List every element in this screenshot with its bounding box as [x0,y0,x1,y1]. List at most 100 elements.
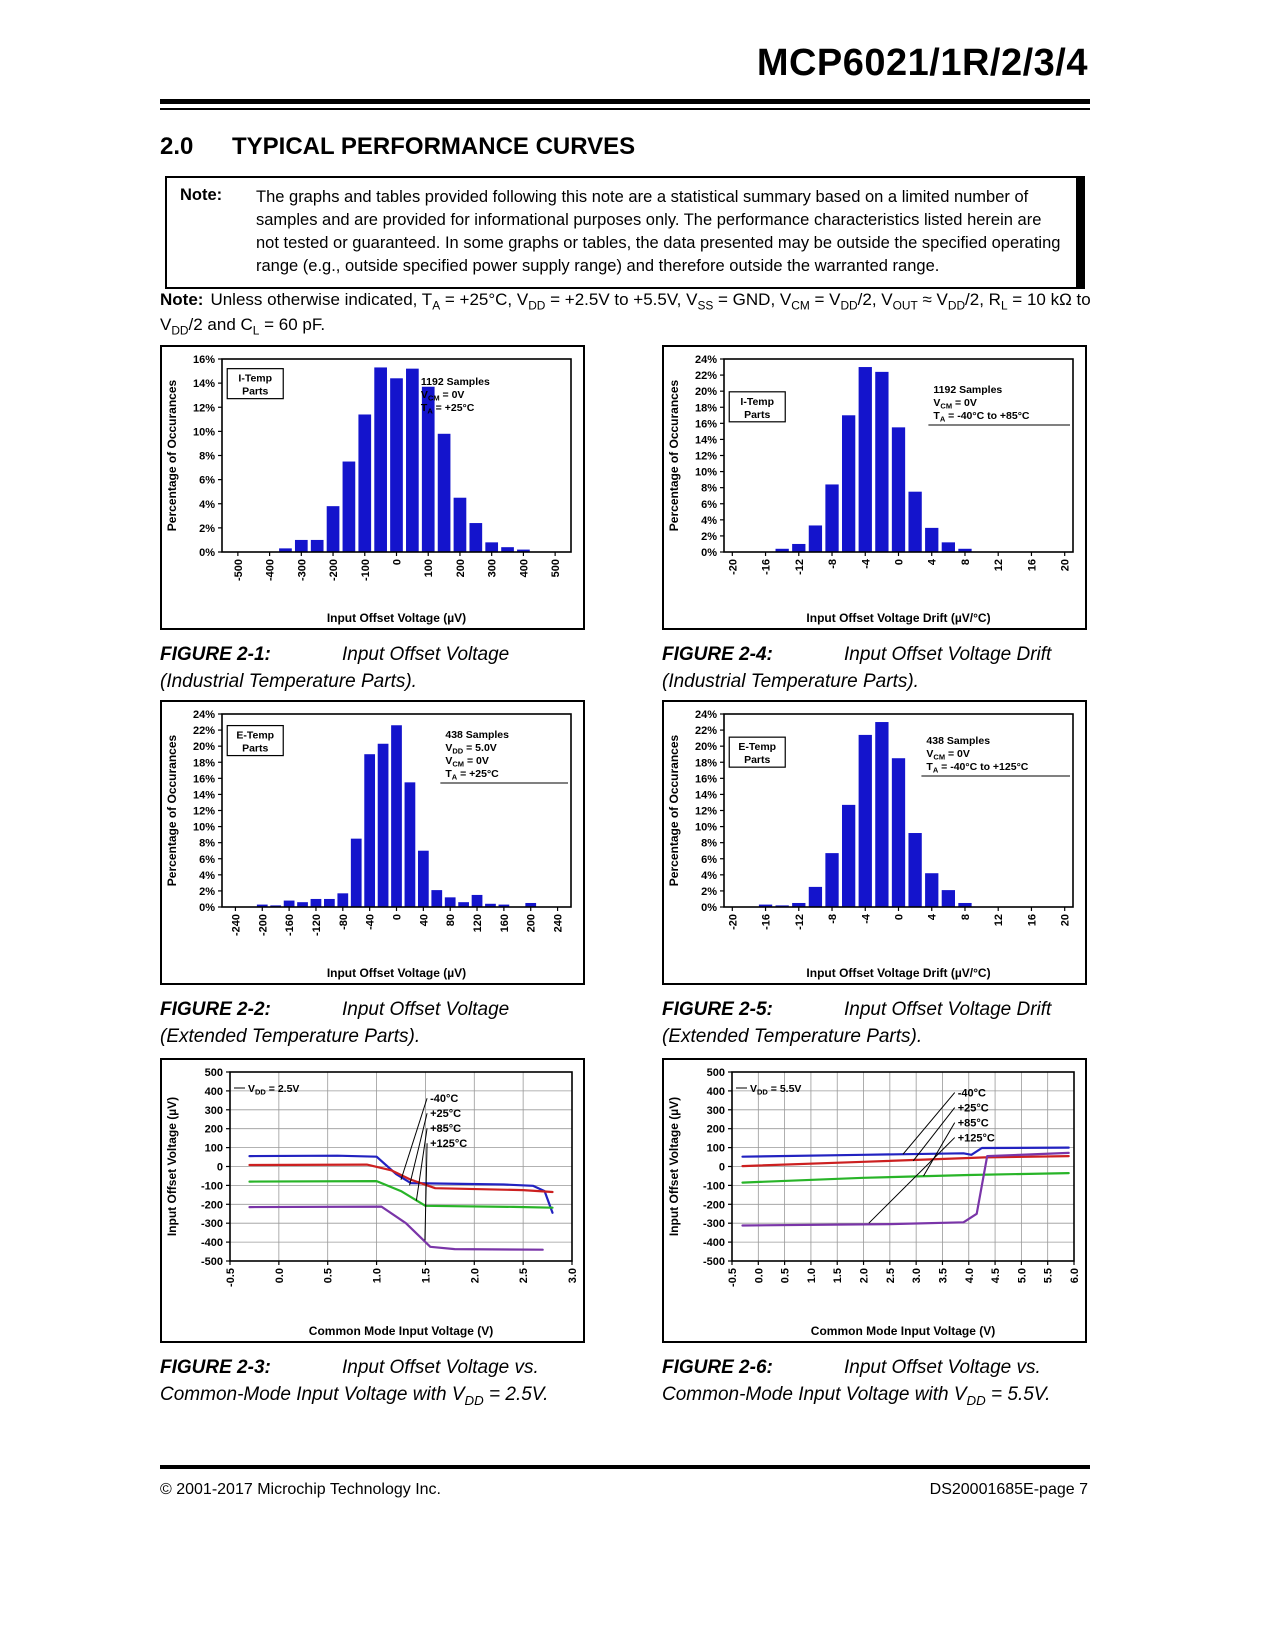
svg-text:0%: 0% [199,902,215,914]
line-chart-offset-vs-common-mode-2v5: -500 -400 -300 -200 -100 0 100 200 300 400 500 -0.5… [165,1067,579,1338]
svg-text:500: 500 [707,1067,725,1079]
svg-text:1.5: 1.5 [420,1268,432,1283]
svg-text:0: 0 [392,914,404,920]
figure-2-3: -500 -400 -300 -200 -100 0 100 200 300 400 500 -0.5… [160,1058,585,1408]
svg-text:8: 8 [960,559,972,565]
svg-text:4%: 4% [199,870,215,882]
svg-text:0: 0 [894,914,906,920]
figure-2-5-caption: FIGURE 2-5: Input Offset Voltage Drift (E… [662,996,1087,1050]
svg-text:Parts: Parts [744,754,770,766]
svg-text:Input Offset Voltage (µV): Input Offset Voltage (µV) [667,1097,681,1236]
section-heading: 2.0 TYPICAL PERFORMANCE CURVES [160,133,635,161]
histogram-input-offset-voltage-extended: 0% 2% 4% 6% 8% 10% 12% 14% 16% 18% 20% 22% 24% -240 -2… [165,709,572,980]
svg-text:4.0: 4.0 [964,1268,976,1283]
svg-text:10%: 10% [193,822,215,834]
svg-text:-16: -16 [761,559,773,575]
conditions-label: Note: [160,290,204,309]
svg-text:-8: -8 [827,559,839,569]
histogram-input-offset-drift-industrial: 0% 2% 4% 6% 8% 10% 12% 14% 16% 18% 20% 22% 24% -20 -16… [667,354,1074,625]
svg-text:4: 4 [927,558,939,565]
svg-text:-0.5: -0.5 [727,1268,739,1287]
svg-text:3.5: 3.5 [937,1268,949,1283]
figure-subtitle: (Industrial Temperature Parts). [662,671,919,692]
svg-text:-100: -100 [360,559,372,581]
svg-text:+25°C: +25°C [430,1108,461,1120]
svg-text:-200: -200 [328,559,340,581]
svg-text:16: 16 [1026,914,1038,926]
svg-text:16%: 16% [193,773,215,785]
figure-2-1-caption: FIGURE 2-1: Input Offset Voltage (Industr… [160,641,585,695]
svg-text:E-Temp: E-Temp [738,741,776,753]
svg-text:-80: -80 [338,914,350,930]
svg-text:-4: -4 [860,558,872,569]
section-number: 2.0 [160,133,194,160]
svg-text:20%: 20% [695,386,717,398]
svg-text:VCM = 0V: VCM = 0V [926,748,970,762]
svg-text:438 Samples: 438 Samples [445,729,509,741]
svg-text:-240: -240 [230,914,242,936]
figure-2-6: -500 -400 -300 -200 -100 0 100 200 300 400 500 -0.5… [662,1058,1087,1408]
svg-text:22%: 22% [695,370,717,382]
svg-text:TA = +25°C: TA = +25°C [421,402,475,416]
svg-text:2.5: 2.5 [518,1268,530,1283]
svg-text:400: 400 [518,559,530,577]
svg-text:-200: -200 [703,1199,725,1211]
figure-2-2-caption: FIGURE 2-2: Input Offset Voltage (Extende… [160,996,585,1050]
histogram-input-offset-voltage-industrial: 0% 2% 4% 6% 8% 10% 12% 14% 16% -500 -400 -300 -200 -1… [165,354,572,625]
figure-label: FIGURE 2-5: [662,999,773,1020]
svg-text:+125°C: +125°C [430,1138,467,1150]
svg-text:2.0: 2.0 [859,1268,871,1283]
document-title: MCP6021/1R/2/3/4 [756,42,1088,84]
svg-text:12: 12 [993,559,1005,571]
figure-2-1: 0% 2% 4% 6% 8% 10% 12% 14% 16% -500 -400 -300 -200 -1… [160,345,585,695]
figure-title: Input Offset Voltage [342,999,510,1020]
svg-text:0%: 0% [701,547,717,559]
svg-text:200: 200 [205,1124,223,1136]
svg-text:100: 100 [423,559,435,577]
chart-box-2-6: -500 -400 -300 -200 -100 0 100 200 300 400 500 -0.5… [662,1058,1087,1343]
svg-text:-100: -100 [703,1180,725,1192]
histogram-input-offset-drift-extended: 0% 2% 4% 6% 8% 10% 12% 14% 16% 18% 20% 22% 24% -20 -16… [667,709,1074,980]
svg-text:240: 240 [553,914,565,932]
svg-text:-400: -400 [201,1237,223,1249]
svg-text:24%: 24% [695,709,717,721]
svg-text:8%: 8% [199,838,215,850]
svg-text:120: 120 [472,914,484,932]
svg-text:VCM = 0V: VCM = 0V [445,755,489,769]
svg-text:14%: 14% [193,378,215,390]
svg-text:4%: 4% [701,870,717,882]
figure-title: Input Offset Voltage Drift [844,644,1052,665]
svg-text:-100: -100 [201,1180,223,1192]
svg-text:-300: -300 [201,1218,223,1230]
svg-text:TA = -40°C to +85°C: TA = -40°C to +85°C [933,410,1030,424]
figure-label: FIGURE 2-3: [160,1357,271,1378]
svg-text:0: 0 [392,559,404,565]
svg-text:300: 300 [487,559,499,577]
svg-text:+25°C: +25°C [958,1103,989,1115]
figure-subtitle: Common-Mode Input Voltage with VDD = 2.5… [160,1384,549,1408]
svg-text:6%: 6% [199,475,215,487]
figure-2-3-caption: FIGURE 2-3: Input Offset Voltage vs. Comm… [160,1354,585,1408]
svg-text:0.0: 0.0 [274,1268,286,1283]
svg-text:22%: 22% [193,725,215,737]
svg-text:Percentage of Occurances: Percentage of Occurances [667,379,681,531]
svg-text:8: 8 [960,914,972,920]
svg-text:20: 20 [1060,559,1072,571]
conditions-text: Unless otherwise indicated, TA = +25°C, … [160,290,1091,338]
svg-text:100: 100 [707,1143,725,1155]
svg-text:2%: 2% [701,886,717,898]
svg-text:-8: -8 [827,914,839,924]
svg-text:I-Temp: I-Temp [740,396,774,408]
svg-text:1.0: 1.0 [372,1268,384,1283]
svg-text:14%: 14% [695,434,717,446]
svg-text:Parts: Parts [242,743,268,755]
svg-text:8%: 8% [199,451,215,463]
svg-text:Input Offset Voltage (µV): Input Offset Voltage (µV) [327,966,466,980]
svg-text:+85°C: +85°C [430,1123,461,1135]
svg-text:4: 4 [927,913,939,920]
svg-text:-300: -300 [296,559,308,581]
svg-text:12: 12 [993,914,1005,926]
svg-text:12%: 12% [695,806,717,818]
svg-text:I-Temp: I-Temp [238,373,272,385]
